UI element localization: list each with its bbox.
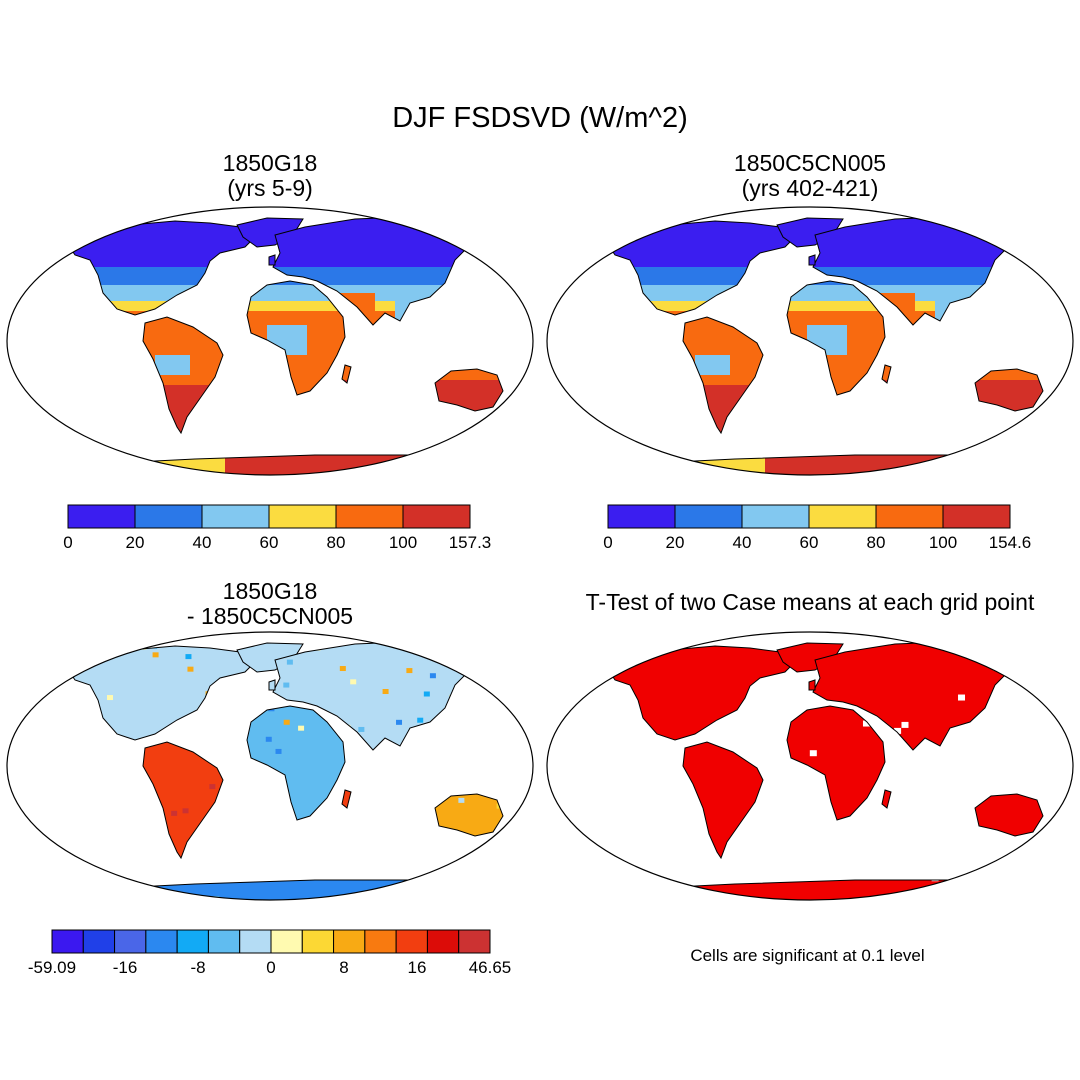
land-uk: [269, 255, 275, 265]
land-madagascar: [342, 365, 351, 383]
colorbar3-tick-label: 0: [266, 958, 275, 977]
colorbar1-tick-label: 40: [193, 533, 212, 552]
colorbar3-swatch: [364, 929, 397, 954]
map-panel-1850G18: [6, 206, 534, 476]
map-boundary: [546, 631, 1074, 901]
colorbar2-tick-label: 80: [867, 533, 886, 552]
colorbar3-swatch: [176, 929, 209, 954]
land-madagascar: [882, 790, 891, 808]
colorbar3-swatch: [270, 929, 303, 954]
colorbar2-tick-label: 20: [666, 533, 685, 552]
colorbar2-tick-label: 60: [800, 533, 819, 552]
colorbar2-swatch: [741, 504, 810, 529]
colorbar2-swatch: [942, 504, 1011, 529]
map-boundary: [6, 631, 534, 901]
significance-note: Cells are significant at 0.1 level: [690, 946, 925, 965]
land-uk: [809, 255, 815, 265]
colorbar2-swatch: [808, 504, 877, 529]
colorbar3-swatch: [395, 929, 428, 954]
panel3-title: 1850G18: [222, 578, 318, 604]
land-uk: [809, 680, 815, 690]
colorbar-difference: -59.09 -16 -8 0 8 16 46.65: [28, 929, 512, 977]
map-panel-1850C5CN005: [546, 206, 1074, 476]
colorbar3-swatch: [82, 929, 116, 954]
colorbar1-tick-label: 20: [126, 533, 145, 552]
panel1-subtitle: (yrs 5-9): [227, 175, 313, 201]
colorbar3-swatch: [51, 929, 84, 954]
colorbar3-swatch: [301, 929, 335, 954]
colorbar3-tick-label: 16: [408, 958, 427, 977]
colorbar1-tick-label: 80: [327, 533, 346, 552]
map-boundary: [546, 206, 1074, 476]
colorbar1-swatch: [268, 504, 337, 529]
panel2-title: 1850C5CN005: [733, 150, 887, 176]
colorbar3-tick-label: -16: [113, 958, 138, 977]
colorbar1-tick-label: 157.3: [449, 533, 492, 552]
panel4-title: T-Test of two Case means at each grid po…: [585, 589, 1035, 615]
colorbar3-swatch: [207, 929, 241, 954]
colorbar1-swatch: [201, 504, 270, 529]
colorbar1-tick-label: 100: [389, 533, 417, 552]
colorbar1-tick-label: 60: [260, 533, 279, 552]
colorbar3-swatch: [145, 929, 178, 954]
panel2-subtitle: (yrs 402-421): [741, 175, 879, 201]
panel3-subtitle: - 1850C5CN005: [186, 603, 354, 629]
colorbar3-swatch: [426, 929, 460, 954]
colorbar3-tick-label: 46.65: [469, 958, 512, 977]
colorbar3-tick-label: -8: [190, 958, 205, 977]
map-boundary: [6, 206, 534, 476]
figure-title: DJF FSDSVD (W/m^2): [392, 102, 688, 134]
colorbar2-tick-label: 40: [733, 533, 752, 552]
land-madagascar: [882, 365, 891, 383]
colorbar3-tick-label: 8: [339, 958, 348, 977]
colorbar3-swatch: [333, 929, 366, 954]
colorbar2-tick-label: 100: [929, 533, 957, 552]
panel1-title: 1850G18: [222, 150, 318, 176]
colorbar2-tick-label: 0: [603, 533, 612, 552]
colorbar-1850C5CN005: 0 20 40 60 80 100 154.6: [603, 504, 1032, 552]
colorbar1-swatch: [134, 504, 203, 529]
colorbar3-swatch: [458, 929, 491, 954]
colorbar1-swatch: [402, 504, 471, 529]
colorbar2-swatch: [674, 504, 743, 529]
colorbar1-swatch: [335, 504, 404, 529]
colorbar2-swatch: [607, 504, 676, 529]
map-panel-difference: [6, 631, 534, 901]
colorbar1-tick-label: 0: [63, 533, 72, 552]
map-panel-ttest: [546, 631, 1074, 901]
colorbar3-swatch: [239, 929, 272, 954]
colorbar-1850G18: 0 20 40 60 80 100 157.3: [63, 504, 492, 552]
colorbar2-tick-label: 154.6: [989, 533, 1032, 552]
colorbar3-tick-label: -59.09: [28, 958, 76, 977]
colorbar3-swatch: [114, 929, 147, 954]
colorbar1-swatch: [67, 504, 136, 529]
colorbar2-swatch: [875, 504, 944, 529]
land-madagascar: [342, 790, 351, 808]
